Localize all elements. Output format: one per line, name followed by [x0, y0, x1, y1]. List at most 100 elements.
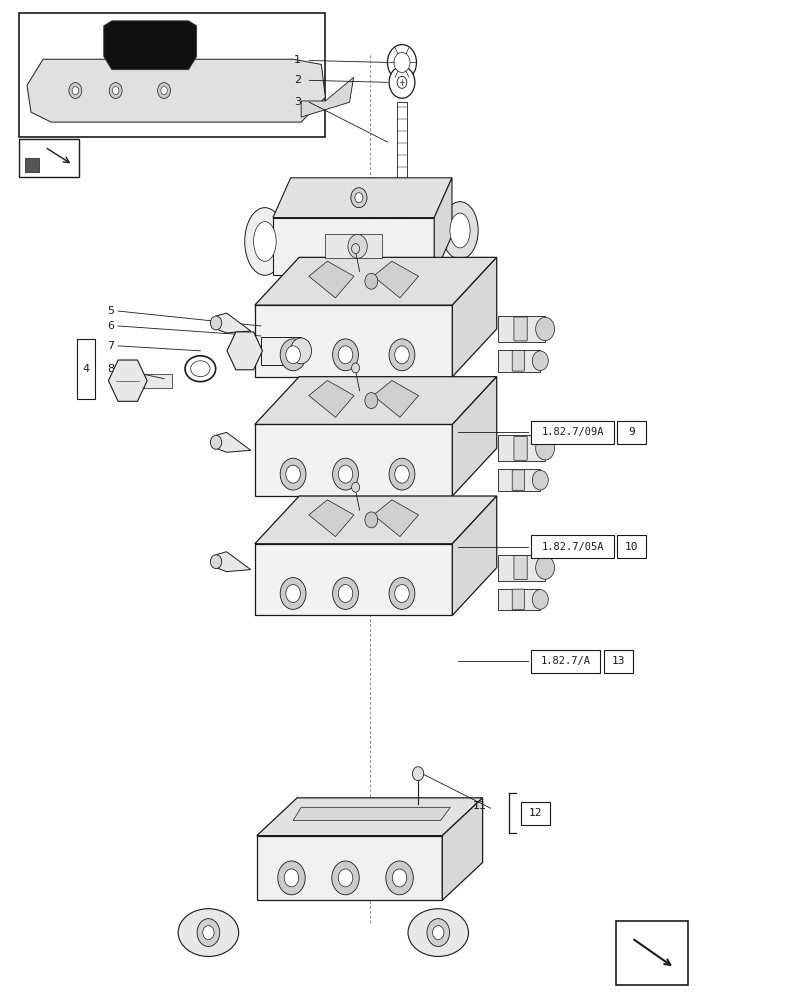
Circle shape [285, 585, 300, 602]
Bar [19, 139, 79, 177]
Circle shape [161, 87, 167, 95]
Ellipse shape [244, 208, 285, 275]
Bar [498, 469, 539, 491]
Ellipse shape [449, 213, 470, 248]
Ellipse shape [441, 202, 478, 259]
Bar [615, 921, 688, 985]
Text: 2: 2 [294, 75, 301, 85]
Bar [498, 435, 544, 461]
Circle shape [280, 458, 306, 490]
Circle shape [351, 244, 359, 254]
Text: 5: 5 [107, 306, 114, 316]
Polygon shape [434, 178, 452, 275]
Polygon shape [255, 305, 452, 377]
Circle shape [388, 578, 414, 609]
Circle shape [393, 52, 410, 72]
Bar [530, 650, 599, 673]
FancyBboxPatch shape [512, 350, 524, 371]
Text: 1.82.7/05A: 1.82.7/05A [541, 542, 603, 552]
Circle shape [285, 465, 300, 483]
Polygon shape [216, 313, 251, 333]
Polygon shape [373, 381, 418, 417]
Circle shape [535, 556, 554, 579]
Circle shape [394, 465, 409, 483]
Polygon shape [27, 59, 325, 122]
Circle shape [285, 346, 300, 364]
Text: 4: 4 [82, 364, 89, 374]
Bar [77, 339, 95, 399]
Polygon shape [255, 544, 452, 615]
Circle shape [280, 339, 306, 371]
Polygon shape [308, 381, 354, 417]
Circle shape [338, 465, 352, 483]
Text: 3: 3 [294, 97, 301, 107]
FancyBboxPatch shape [512, 589, 524, 610]
Circle shape [432, 926, 444, 940]
Polygon shape [452, 257, 496, 377]
Circle shape [203, 926, 214, 940]
Bar [616, 421, 646, 444]
Circle shape [388, 339, 414, 371]
Circle shape [392, 869, 406, 887]
Bar [498, 555, 544, 581]
Circle shape [210, 555, 221, 569]
Circle shape [350, 188, 367, 208]
Ellipse shape [178, 909, 238, 956]
Text: 9: 9 [628, 427, 634, 437]
Bar [260, 337, 301, 365]
Bar [24, 158, 39, 172]
Polygon shape [442, 798, 482, 900]
Polygon shape [256, 798, 482, 836]
Ellipse shape [407, 909, 468, 956]
Text: 1.82.7/09A: 1.82.7/09A [541, 427, 603, 437]
Bar [498, 350, 539, 372]
Polygon shape [216, 432, 251, 452]
Circle shape [385, 861, 413, 895]
Bar [397, 102, 406, 232]
Polygon shape [452, 496, 496, 615]
Circle shape [277, 861, 305, 895]
Circle shape [532, 470, 547, 490]
Circle shape [347, 234, 367, 258]
Polygon shape [109, 360, 147, 401]
Circle shape [394, 585, 409, 602]
Text: 10: 10 [624, 542, 637, 552]
Bar [530, 421, 613, 444]
Circle shape [284, 869, 298, 887]
Circle shape [338, 869, 352, 887]
FancyBboxPatch shape [513, 317, 526, 341]
Ellipse shape [253, 222, 276, 261]
Circle shape [72, 87, 79, 95]
Circle shape [157, 83, 170, 98]
Text: 6: 6 [107, 321, 114, 331]
Bar [144, 374, 172, 388]
Text: 1.82.7/A: 1.82.7/A [540, 656, 590, 666]
Text: 8: 8 [107, 364, 114, 374]
Bar [498, 316, 544, 342]
Circle shape [109, 83, 122, 98]
Circle shape [332, 861, 358, 895]
Bar [19, 13, 325, 137]
Polygon shape [272, 178, 452, 218]
Circle shape [280, 578, 306, 609]
Circle shape [338, 585, 352, 602]
Polygon shape [255, 496, 496, 544]
Polygon shape [308, 261, 354, 298]
Polygon shape [216, 552, 251, 572]
Polygon shape [227, 332, 262, 370]
Circle shape [412, 767, 423, 781]
Circle shape [427, 919, 449, 947]
Circle shape [364, 393, 377, 409]
Circle shape [333, 578, 358, 609]
Polygon shape [373, 500, 418, 537]
Circle shape [388, 458, 414, 490]
Circle shape [532, 590, 547, 609]
Circle shape [532, 351, 547, 371]
Circle shape [351, 363, 359, 373]
Circle shape [290, 338, 311, 364]
Circle shape [364, 273, 377, 289]
Text: 13: 13 [611, 656, 624, 666]
Bar [520, 802, 549, 825]
Bar [603, 650, 632, 673]
Circle shape [210, 435, 221, 449]
